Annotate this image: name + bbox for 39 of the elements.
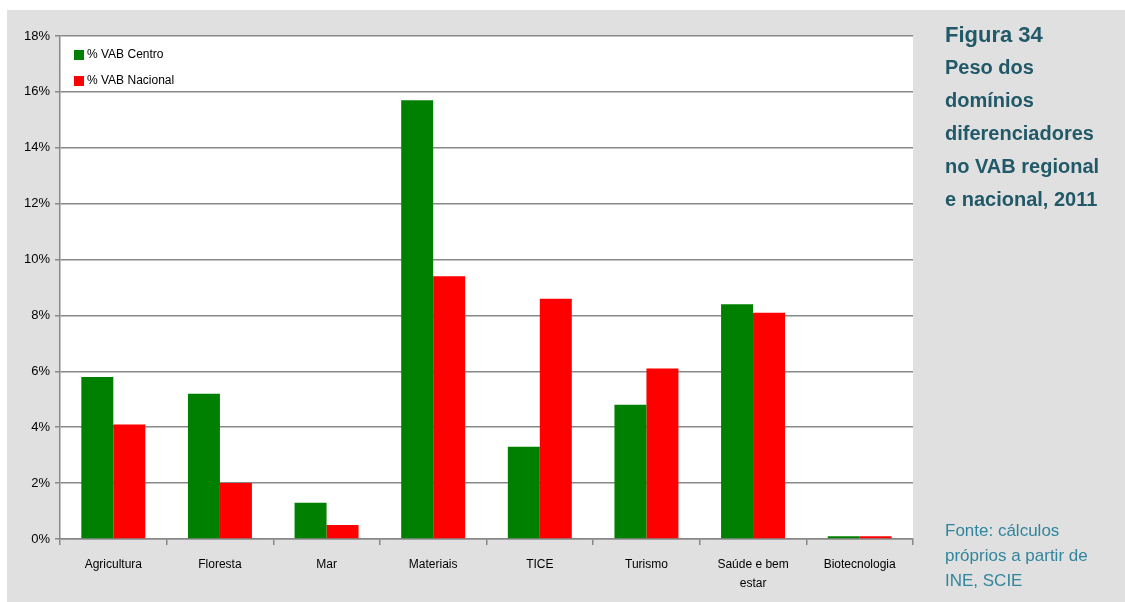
bar [859,536,892,539]
bar [539,298,572,539]
legend-label: % VAB Nacional [87,73,175,88]
bar [401,100,434,539]
bar [721,304,754,539]
x-tick-label: TICE [526,556,554,571]
x-tick-label: Agricultura [84,556,143,571]
bar [326,525,359,539]
y-tick-label: 6% [31,362,51,378]
bar [753,312,786,539]
y-tick-label: 0% [31,530,51,546]
x-tick-label: Turismo [624,556,669,571]
bar [187,393,220,539]
y-tick-label: 14% [23,139,51,155]
x-tick-label: Biotecnologia [823,556,897,571]
x-tick-label: Materiais [408,556,458,571]
bar [219,483,252,539]
source-note: Fonte: cálculos próprios a partir de INE, SCIE [945,520,1089,592]
text: Peso dos domínios diferenciadores no VAB regional e nacional, 2011 [945,55,1101,212]
legend-label: % VAB Centro [87,47,164,62]
y-tick-label: 2% [31,474,51,490]
y-tick-label: 12% [23,195,51,211]
bar [294,502,327,539]
y-tick-label: 16% [23,83,51,99]
bar [507,446,540,539]
bar [646,368,679,539]
y-tick-label: 8% [31,307,51,323]
x-tick-label: Floresta [198,556,242,571]
bar [433,276,466,539]
text: Figura 34 [945,21,1044,49]
x-tick-label: Mar [316,556,337,571]
x-tick-label: Saúde e bem estar [717,556,789,591]
y-tick-label: 4% [31,418,51,434]
y-tick-label: 18% [23,27,51,43]
bar [614,404,647,539]
y-tick-label: 10% [23,251,51,267]
bar [81,376,114,539]
bar [827,536,860,539]
bar [113,424,146,539]
